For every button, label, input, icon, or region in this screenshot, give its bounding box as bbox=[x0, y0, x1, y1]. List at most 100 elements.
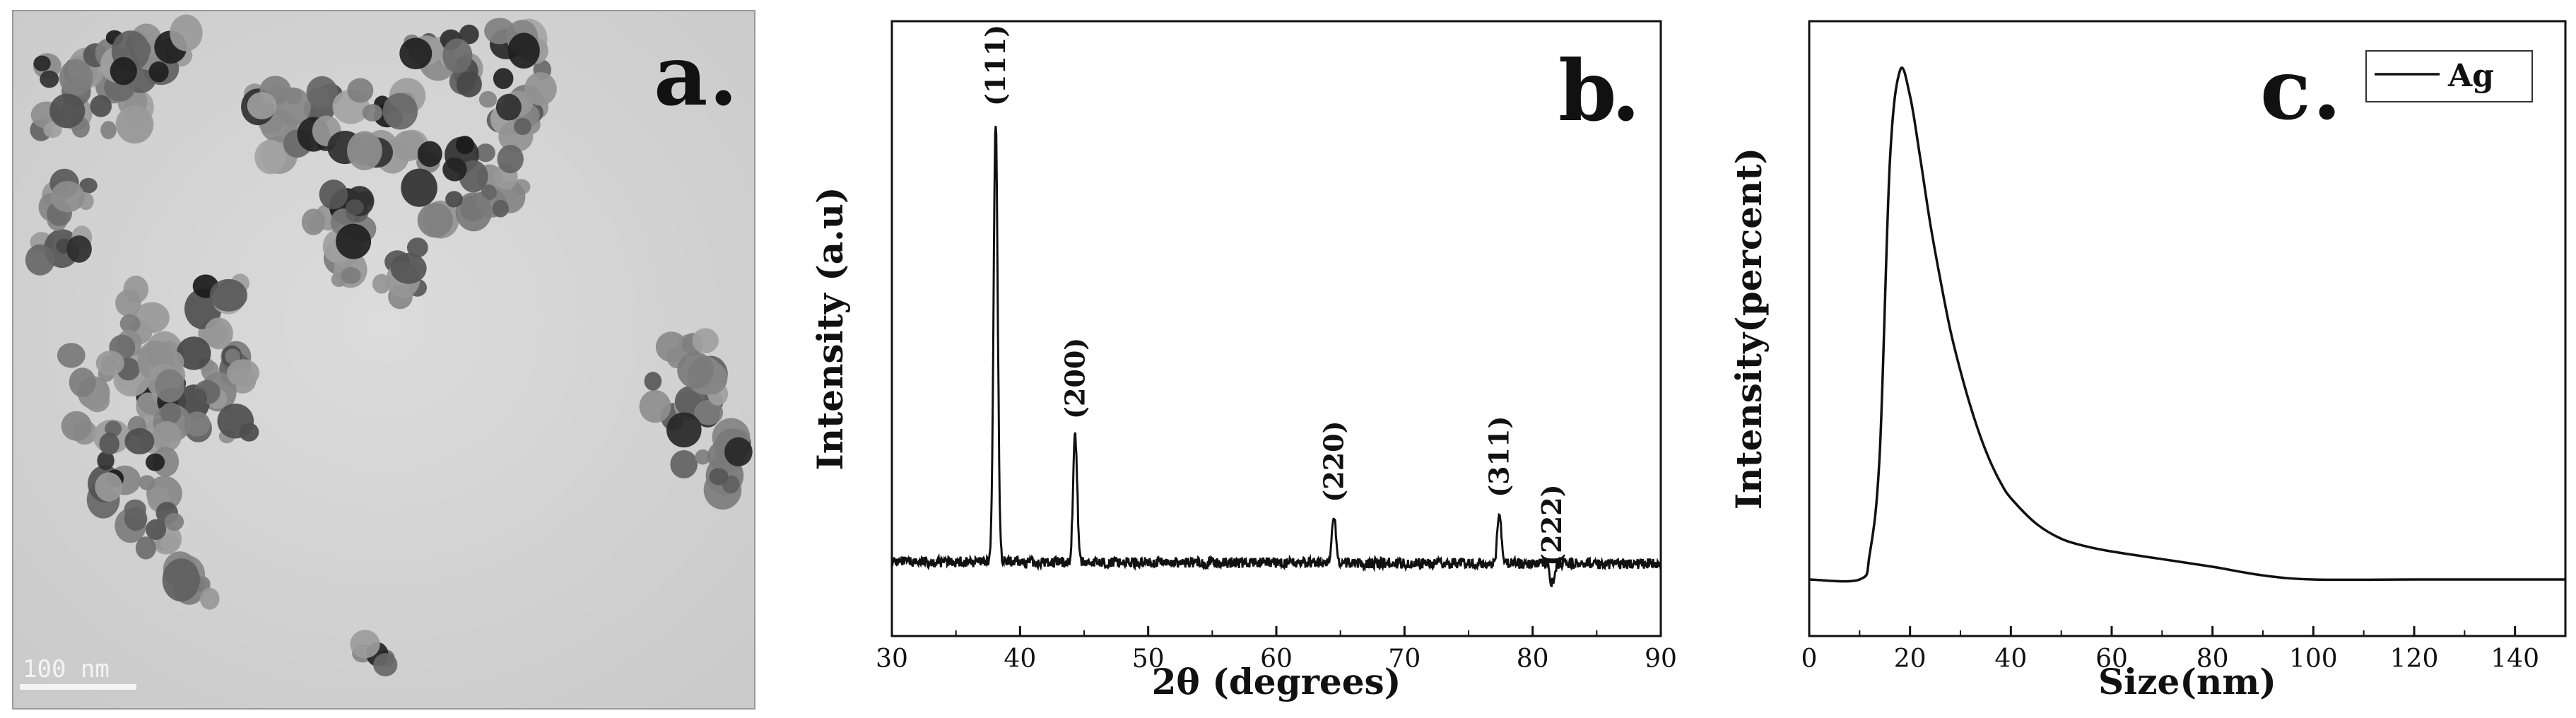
nanoparticle bbox=[110, 57, 137, 86]
nanoparticle bbox=[507, 33, 540, 69]
nanoparticle bbox=[694, 400, 724, 425]
c-x-tick-label: 40 bbox=[1994, 645, 2027, 673]
nanoparticle bbox=[476, 143, 495, 163]
nanoparticle bbox=[455, 136, 474, 155]
nanoparticle bbox=[639, 389, 671, 423]
nanoparticle bbox=[670, 450, 698, 478]
panel-b-letter-dot: . bbox=[1611, 42, 1640, 140]
nanoparticle bbox=[459, 24, 479, 45]
nanoparticle bbox=[69, 367, 96, 397]
nanoparticle bbox=[90, 95, 112, 117]
nanoparticle bbox=[390, 252, 427, 284]
nanoparticle bbox=[66, 235, 92, 263]
nanoparticle bbox=[105, 420, 122, 437]
nanoparticle bbox=[341, 266, 361, 284]
nanoparticle bbox=[50, 181, 85, 213]
panel-c: 0 20 40 60 80 100 120 140 c . Ag Size(nm) Inten… bbox=[1728, 20, 2567, 702]
nanoparticle bbox=[442, 157, 467, 182]
legend: Ag bbox=[2365, 50, 2533, 102]
c-x-tick-label: 120 bbox=[2390, 645, 2439, 673]
nanoparticle bbox=[644, 372, 662, 391]
nanoparticle bbox=[392, 130, 425, 161]
nanoparticle bbox=[155, 369, 185, 403]
nanoparticle bbox=[187, 388, 208, 411]
nanoparticle bbox=[135, 536, 156, 560]
nanoparticle bbox=[124, 499, 146, 519]
nanoparticle bbox=[95, 472, 123, 502]
nanoparticle bbox=[119, 314, 141, 334]
panel-b-axes: 30 40 50 60 70 80 90 bbox=[876, 20, 1677, 673]
nanoparticle bbox=[61, 411, 92, 441]
nanoparticle bbox=[346, 199, 364, 216]
nanoparticle bbox=[115, 289, 141, 317]
nanoparticle bbox=[99, 432, 119, 455]
nanoparticle bbox=[160, 402, 182, 424]
nanoparticle bbox=[95, 351, 124, 376]
nanoparticle bbox=[204, 317, 233, 350]
b-x-tick-label: 80 bbox=[1517, 645, 1549, 673]
panel-a: a . 100 nm bbox=[12, 10, 755, 710]
legend-label-ag: Ag bbox=[2447, 58, 2494, 94]
nanoparticle bbox=[362, 104, 383, 122]
peak-label: (200) bbox=[1059, 338, 1090, 419]
scale-bar-label: 100 nm bbox=[23, 655, 110, 683]
nanoparticle bbox=[33, 55, 51, 72]
nanoparticle bbox=[146, 519, 167, 540]
nanoparticle bbox=[692, 328, 719, 353]
b-x-tick-label: 50 bbox=[1132, 645, 1165, 673]
nanoparticle bbox=[49, 93, 86, 129]
nanoparticle bbox=[115, 105, 154, 143]
x-axis-label-c: Size(nm) bbox=[2098, 661, 2276, 702]
panel-b: 30 40 50 60 70 80 90 (111) (200) (220) (311) (222)… bbox=[809, 20, 1677, 702]
nanoparticle bbox=[445, 191, 463, 208]
peak-label: (111) bbox=[980, 25, 1011, 106]
nanoparticle bbox=[100, 121, 117, 140]
b-x-tick-label: 30 bbox=[876, 645, 908, 673]
nanoparticle bbox=[456, 71, 482, 98]
nanoparticle bbox=[319, 180, 348, 210]
nanoparticle bbox=[399, 37, 433, 70]
peak-label: (220) bbox=[1318, 420, 1350, 502]
panel-c-letter-dot: . bbox=[2312, 40, 2341, 139]
nanoparticle bbox=[227, 359, 259, 387]
scale-bar bbox=[20, 684, 136, 690]
nanoparticle bbox=[401, 168, 437, 207]
nanoparticle bbox=[152, 420, 182, 452]
nanoparticle bbox=[176, 336, 211, 370]
peak-label: (311) bbox=[1483, 416, 1515, 498]
nanoparticle bbox=[677, 352, 714, 389]
nanoparticle bbox=[524, 72, 557, 106]
panel-b-letter: b bbox=[1558, 42, 1617, 140]
panel-a-letter: a bbox=[654, 26, 707, 124]
nanoparticle bbox=[59, 59, 93, 96]
c-x-tick-label: 20 bbox=[1894, 645, 1927, 673]
panel-c-letter: c bbox=[2260, 40, 2311, 139]
nanoparticle bbox=[164, 512, 184, 531]
nanoparticle bbox=[134, 40, 151, 59]
panel-a-letter-dot: . bbox=[709, 26, 738, 124]
nanoparticle bbox=[478, 90, 498, 108]
nanoparticle bbox=[217, 404, 254, 439]
nanoparticle bbox=[406, 237, 428, 258]
nanoparticle bbox=[286, 88, 302, 105]
nanoparticle bbox=[484, 18, 515, 45]
nanoparticle bbox=[481, 184, 497, 201]
c-x-tick-label: 60 bbox=[2095, 645, 2128, 673]
nanoparticle bbox=[25, 244, 55, 276]
nanoparticle bbox=[442, 38, 473, 73]
nanoparticle bbox=[301, 208, 326, 235]
nanoparticle bbox=[306, 76, 338, 109]
b-x-tick-label: 40 bbox=[1004, 645, 1036, 673]
y-axis-label-c: Intensity(percent) bbox=[1728, 148, 1770, 510]
c-x-tick-label: 140 bbox=[2490, 645, 2539, 673]
nanoparticle bbox=[417, 203, 454, 238]
nanoparticle bbox=[170, 14, 203, 52]
size-distribution-line bbox=[1809, 66, 2565, 583]
y-axis-label-b: Intensity (a.u) bbox=[809, 187, 851, 470]
peak-labels: (111) (200) (220) (311) (222) bbox=[980, 25, 1568, 566]
nanoparticle bbox=[493, 68, 514, 89]
nanoparticle bbox=[382, 93, 418, 130]
c-x-tick-label: 80 bbox=[2196, 645, 2229, 673]
nanoparticle bbox=[350, 630, 380, 659]
